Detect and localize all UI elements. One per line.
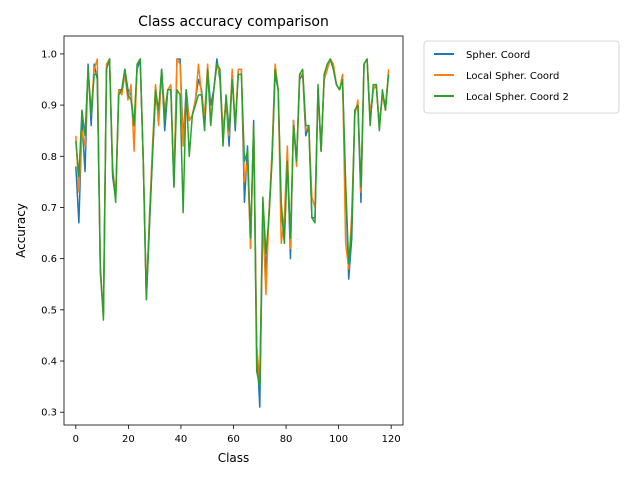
y-tick-label: 0.7 — [41, 203, 57, 214]
legend-frame — [423, 40, 620, 114]
y-tick-label: 0.6 — [41, 254, 57, 265]
y-axis-label: Accuracy — [14, 203, 28, 258]
x-tick-label: 20 — [122, 434, 135, 445]
y-axis-ticks: 0.3 0.4 0.5 0.6 0.7 0.8 0.9 1.0 — [41, 49, 64, 419]
y-tick-label: 0.4 — [41, 357, 57, 368]
y-tick-label: 1.0 — [41, 49, 57, 60]
x-axis-ticks: 0 20 40 60 80 100 120 — [73, 425, 401, 445]
x-tick-label: 60 — [227, 434, 240, 445]
y-tick-label: 0.3 — [41, 408, 57, 419]
y-tick-label: 0.5 — [41, 305, 57, 316]
x-tick-label: 120 — [382, 434, 401, 445]
legend-label-local-spher-coord: Local Spher. Coord — [466, 71, 559, 82]
y-tick-label: 0.9 — [41, 101, 57, 112]
x-axis-label: Class — [218, 451, 250, 465]
series-line-2 — [75, 58, 390, 388]
series-layer — [75, 58, 390, 408]
legend-label-spher-coord: Spher. Coord — [466, 50, 530, 61]
x-tick-label: 40 — [175, 434, 188, 445]
x-tick-label: 80 — [280, 434, 293, 445]
y-tick-label: 0.8 — [41, 152, 57, 163]
x-tick-label: 0 — [73, 434, 79, 445]
x-tick-label: 100 — [329, 434, 348, 445]
legend: Spher. Coord Local Spher. Coord Local Sp… — [423, 40, 620, 114]
plot-area — [63, 35, 404, 426]
legend-label-local-spher-coord-2: Local Spher. Coord 2 — [466, 92, 569, 103]
chart-title: Class accuracy comparison — [138, 14, 329, 30]
